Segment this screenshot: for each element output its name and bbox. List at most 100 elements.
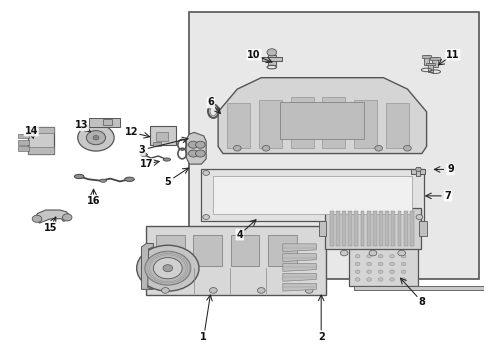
Circle shape (374, 145, 382, 151)
Bar (18, 134, 29, 138)
Circle shape (366, 270, 371, 274)
Text: 9: 9 (446, 165, 453, 174)
Bar (329, 211, 333, 246)
Polygon shape (218, 78, 426, 154)
Bar (425, 63, 434, 66)
Bar (348, 245, 418, 286)
Circle shape (93, 136, 99, 140)
Bar (319, 221, 326, 237)
Circle shape (257, 288, 264, 293)
Text: 5: 5 (164, 177, 171, 187)
Ellipse shape (140, 153, 147, 156)
Bar (213, 176, 411, 214)
Circle shape (86, 131, 105, 145)
Circle shape (266, 49, 276, 56)
Bar (386, 103, 408, 148)
Bar (290, 97, 313, 148)
Circle shape (203, 171, 209, 175)
Circle shape (377, 255, 382, 258)
Bar (267, 55, 276, 66)
Circle shape (415, 215, 422, 220)
Circle shape (389, 255, 394, 258)
Circle shape (377, 278, 382, 281)
Bar (353, 286, 488, 290)
Circle shape (368, 250, 376, 256)
Circle shape (354, 278, 359, 281)
Bar (189, 12, 478, 279)
Bar (421, 55, 430, 58)
Polygon shape (282, 283, 316, 291)
Bar (410, 169, 424, 174)
Text: 6: 6 (207, 98, 214, 107)
Circle shape (415, 167, 421, 171)
Bar (419, 221, 426, 237)
Bar (322, 97, 345, 148)
Text: 16: 16 (86, 196, 100, 206)
Ellipse shape (100, 179, 106, 182)
Text: 4: 4 (236, 230, 243, 240)
Polygon shape (185, 132, 206, 164)
Text: 11: 11 (445, 50, 459, 60)
Ellipse shape (163, 158, 170, 161)
Circle shape (354, 270, 359, 274)
Bar (325, 208, 420, 249)
Circle shape (188, 141, 198, 148)
Bar (149, 126, 176, 145)
Text: 12: 12 (125, 127, 139, 138)
Circle shape (233, 145, 241, 151)
Bar (397, 211, 401, 246)
Bar (335, 211, 339, 246)
Polygon shape (282, 274, 316, 281)
Bar (226, 103, 249, 148)
Circle shape (377, 262, 382, 266)
Circle shape (209, 288, 217, 293)
Bar (423, 55, 428, 66)
Circle shape (262, 145, 269, 151)
Bar (427, 63, 432, 72)
Polygon shape (141, 243, 153, 289)
Bar (230, 235, 259, 266)
Bar (156, 235, 184, 266)
Circle shape (78, 124, 114, 151)
Bar (429, 57, 439, 60)
Circle shape (161, 288, 169, 293)
Circle shape (400, 262, 405, 266)
Circle shape (389, 262, 394, 266)
Bar (372, 211, 376, 246)
Bar (390, 211, 394, 246)
Bar (403, 211, 407, 246)
Bar (378, 211, 382, 246)
Circle shape (415, 171, 422, 175)
Bar (103, 119, 112, 125)
Circle shape (305, 288, 312, 293)
Text: 17: 17 (139, 159, 153, 169)
Circle shape (203, 215, 209, 220)
Circle shape (403, 145, 410, 151)
Circle shape (136, 245, 199, 291)
Bar (353, 100, 376, 148)
Circle shape (62, 214, 72, 221)
Bar (366, 211, 370, 246)
Bar (261, 57, 281, 61)
Bar (28, 147, 54, 154)
Bar (409, 211, 413, 246)
Circle shape (340, 250, 347, 256)
Bar (360, 211, 364, 246)
Text: 2: 2 (317, 332, 324, 342)
Circle shape (377, 270, 382, 274)
Bar (385, 211, 388, 246)
Polygon shape (282, 254, 316, 261)
Bar (18, 146, 29, 151)
Text: 3: 3 (138, 145, 144, 155)
Circle shape (366, 278, 371, 281)
Circle shape (366, 262, 371, 266)
Text: 7: 7 (444, 191, 450, 201)
Polygon shape (35, 210, 69, 223)
Text: 13: 13 (75, 120, 88, 130)
Bar (193, 235, 222, 266)
Circle shape (195, 150, 205, 157)
Ellipse shape (124, 177, 134, 181)
Bar (280, 102, 364, 139)
Bar (156, 132, 167, 141)
Bar (347, 211, 351, 246)
